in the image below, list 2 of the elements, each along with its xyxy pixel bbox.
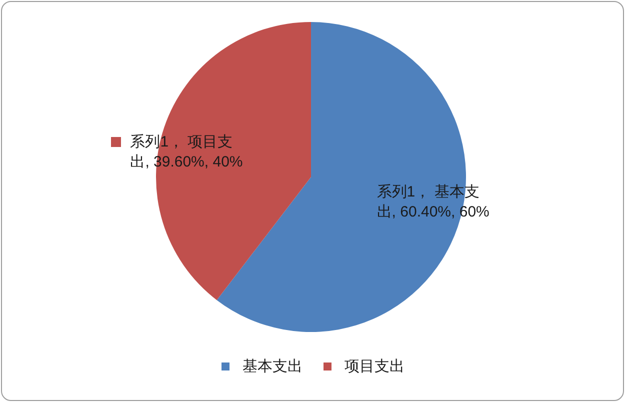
legend-label: 基本支出 [242, 358, 302, 375]
legend-label: 项目支出 [344, 358, 404, 375]
